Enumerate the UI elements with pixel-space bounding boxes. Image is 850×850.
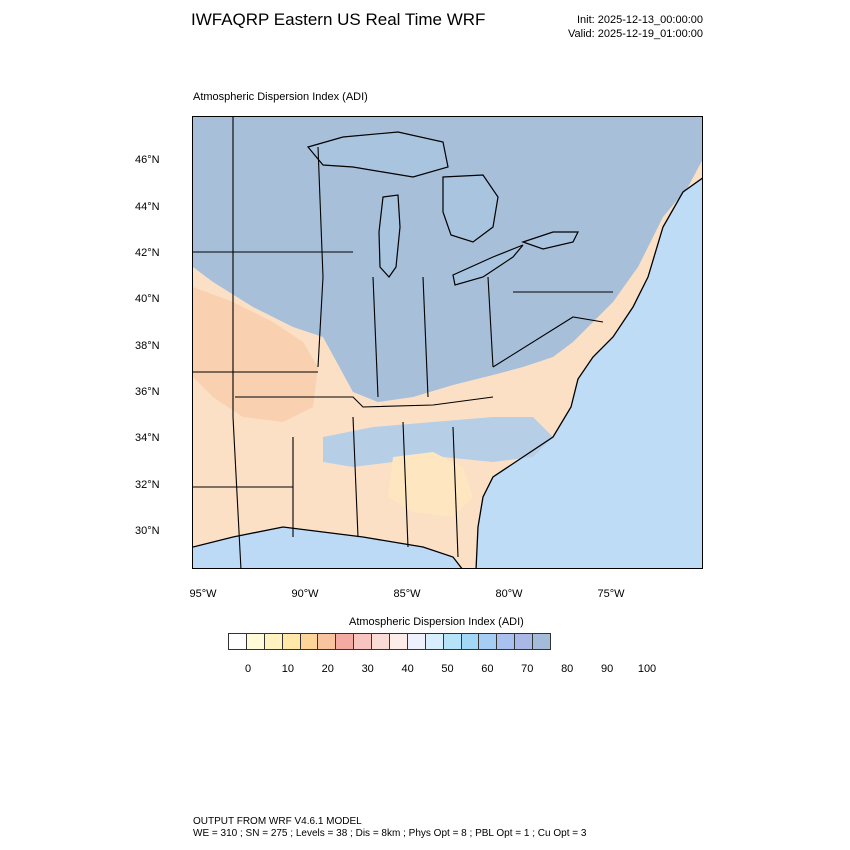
- map-canvas: [193, 117, 702, 568]
- footer-config: WE = 310 ; SN = 275 ; Levels = 38 ; Dis …: [193, 828, 587, 839]
- state-borders: [193, 117, 613, 568]
- legend-swatch: [317, 633, 337, 650]
- legend-swatch: [371, 633, 391, 650]
- lat-label-46: 46°N: [135, 154, 160, 166]
- lake-ontario: [521, 231, 579, 250]
- legend-tick-label: 30: [361, 663, 374, 675]
- legend-swatch: [514, 633, 534, 650]
- legend-tick-label: 90: [600, 663, 614, 675]
- adi-map: [192, 116, 703, 569]
- legend-tick-label: 0: [244, 663, 252, 675]
- lake-erie: [452, 244, 524, 286]
- main-title: IWFAQRP Eastern US Real Time WRF: [191, 10, 486, 29]
- legend-tick-label: 50: [441, 663, 454, 675]
- legend-tick-label: 70: [521, 663, 534, 675]
- legend-swatch: [263, 633, 283, 650]
- low-adi-west: [193, 287, 318, 422]
- lat-label-30: 30°N: [135, 525, 160, 537]
- legend-swatch: [353, 633, 373, 650]
- high-adi-south: [323, 417, 553, 467]
- init-time: Init: 2025-12-13_00:00:00: [577, 14, 703, 26]
- legend-colorbar: [228, 633, 552, 650]
- legend-tick-label: 60: [481, 663, 494, 675]
- footer: OUTPUT FROM WRF V4.6.1 MODEL WE = 310 ; …: [193, 816, 586, 840]
- legend-tick-label: 80: [561, 663, 574, 675]
- lat-label-32: 32°N: [135, 479, 160, 491]
- legend-swatch: [478, 633, 498, 650]
- legend-swatch: [335, 633, 355, 650]
- legend-swatch: [228, 633, 247, 650]
- legend-swatch: [460, 633, 480, 650]
- panel-title: Atmospheric Dispersion Index (ADI): [193, 91, 368, 103]
- lat-label-40: 40°N: [135, 293, 160, 305]
- gulf: [193, 527, 462, 568]
- legend-swatch: [281, 633, 301, 650]
- footer-model: OUTPUT FROM WRF V4.6.1 MODEL: [193, 816, 362, 827]
- legend-swatch: [424, 633, 444, 650]
- lat-label-34: 34°N: [135, 432, 160, 444]
- legend-swatch: [406, 633, 426, 650]
- lon-label-95: 95°W: [189, 588, 217, 600]
- legend-tick-label: 10: [281, 663, 295, 675]
- legend-swatch: [496, 633, 516, 650]
- legend-swatch: [389, 633, 408, 650]
- lat-label-42: 42°N: [135, 247, 160, 259]
- lake-michigan: [378, 194, 401, 278]
- legend-swatch: [532, 633, 552, 650]
- lat-label-44: 44°N: [135, 201, 160, 213]
- low-adi-southeast: [388, 452, 473, 517]
- lake-huron: [442, 174, 499, 243]
- legend-tick-label: 100: [637, 663, 657, 675]
- legend-tick-label: 40: [401, 663, 414, 675]
- legend-tick-label: 20: [321, 663, 334, 675]
- lon-label-90: 90°W: [291, 588, 319, 600]
- valid-time: Valid: 2025-12-19_01:00:00: [568, 28, 703, 40]
- lat-label-36: 36°N: [135, 386, 160, 398]
- lon-label-85: 85°W: [393, 588, 421, 600]
- ocean: [476, 178, 702, 568]
- legend-swatch: [442, 633, 462, 650]
- atlantic-coastline: [475, 177, 702, 568]
- legend-swatch: [245, 633, 265, 650]
- lat-label-38: 38°N: [135, 340, 160, 352]
- lon-label-80: 80°W: [495, 588, 523, 600]
- legend-swatch: [299, 633, 319, 650]
- legend-title: Atmospheric Dispersion Index (ADI): [349, 616, 524, 628]
- run-times: Init: 2025-12-13_00:00:00 Valid: 2025-12…: [568, 13, 703, 41]
- gulf-coastline: [193, 526, 463, 568]
- lake-superior: [306, 131, 449, 178]
- lon-label-75: 75°W: [597, 588, 625, 600]
